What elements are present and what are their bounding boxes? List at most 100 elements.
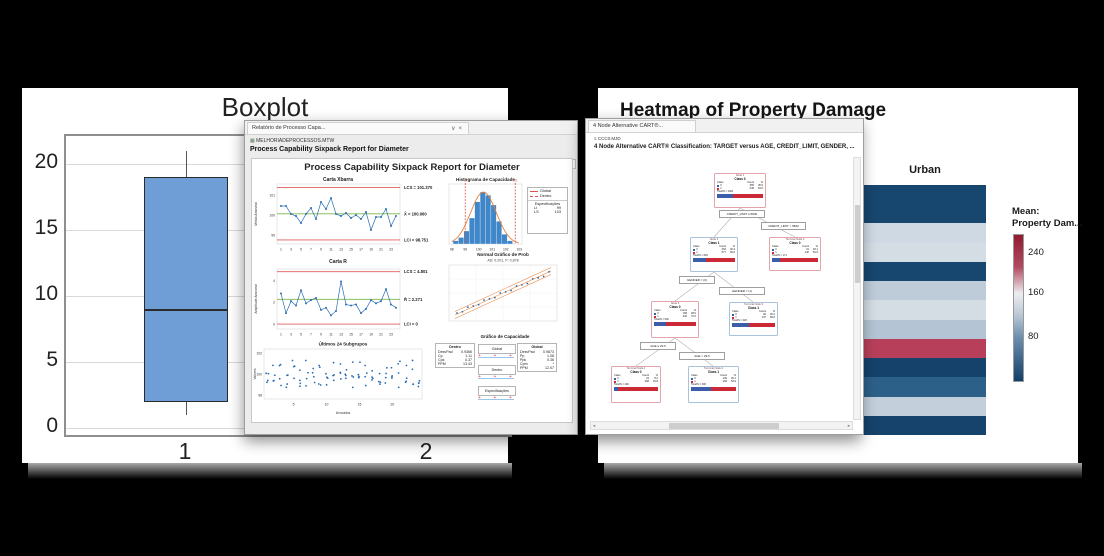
cart-worksheet-label: ≡ CCC0.MJD: [594, 136, 621, 141]
split-label: AGE ≤ 29.5: [640, 342, 676, 350]
node-class-row: 0 24 8.2: [614, 377, 658, 381]
sixpack-panel: Process Capability Sixpack Report for Di…: [251, 158, 573, 423]
svg-text:103: 103: [516, 248, 522, 252]
heatmap-colorbar: [1013, 234, 1024, 382]
minitab-tab-title: Relatório de Processo Capa...: [252, 125, 326, 131]
cart-worksheet-icon: ≡: [594, 136, 597, 141]
node-class-row: 1 577 69.6: [693, 251, 735, 255]
node-class-bar: [614, 387, 658, 391]
svg-text:13: 13: [339, 333, 343, 337]
svg-text:11: 11: [329, 333, 333, 337]
node-class-row: 0 252 30.4: [693, 248, 735, 252]
cart-tab[interactable]: 4 Node Alternative CART®...: [588, 120, 696, 132]
cart-tab-bar: 4 Node Alternative CART®...: [586, 119, 863, 133]
svg-text:17: 17: [359, 248, 363, 252]
svg-text:99: 99: [271, 233, 275, 237]
heatmap-cell: [864, 300, 986, 320]
horizontal-scrollbar-thumb[interactable]: [669, 422, 779, 429]
heatmap-column: [864, 185, 986, 436]
minitab-report-tab[interactable]: Relatório de Processo Capa... ∨×: [247, 122, 469, 134]
capability-plot-title: Gráfico de Capacidade: [480, 334, 530, 339]
spec-row: LS 103: [534, 210, 561, 214]
svg-text:5: 5: [300, 248, 302, 252]
close-icon[interactable]: ×: [458, 126, 465, 132]
svg-text:LCS = 101.370: LCS = 101.370: [404, 185, 433, 190]
collapse-icon[interactable]: ∨: [451, 126, 459, 132]
svg-text:4: 4: [273, 279, 275, 283]
node-total: Total/N = 292: [614, 382, 629, 386]
node-total: Total/N = 171: [772, 253, 787, 257]
heatmap-cell: [864, 415, 986, 436]
heatmap-cell: [864, 358, 986, 378]
split-label: CREDIT_LIMIT > 5840: [761, 222, 806, 230]
interval-marker: +: [509, 395, 512, 401]
stat-row: Cpk 0.37: [438, 358, 472, 362]
interval-marker: +: [509, 374, 512, 380]
svg-text:19: 19: [369, 248, 373, 252]
node-class-label: Class 0: [789, 240, 801, 245]
interval-marker: +: [478, 353, 481, 359]
heatmap-cell: [864, 223, 986, 243]
interval-marker: +: [478, 374, 481, 380]
node-class-row: 1 645 64.5: [717, 187, 763, 191]
node-class-row: 0 92 40.2: [732, 313, 775, 317]
minitab-tab-bar: Relatório de Processo Capa... ∨×: [245, 121, 577, 135]
stat-row: DesvPad 0.9873: [520, 350, 554, 354]
window-shadow: [28, 463, 512, 479]
global-stats-box: Global DesvPad 0.9873 Pp 1.08 Ppk 0.36 Cpm * PPM 1…: [517, 343, 557, 372]
stat-row: Pp 1.08: [520, 354, 554, 358]
svg-text:Normal Gráfico de Prob: Normal Gráfico de Prob: [477, 252, 529, 257]
node-total: Total/N = 1000: [717, 189, 734, 193]
node-class-row: 1 140 81.9: [772, 251, 818, 255]
svg-text:0: 0: [273, 322, 275, 326]
y-tick-label: 5: [46, 348, 58, 371]
svg-text:Valores: Valores: [253, 368, 257, 380]
node-class-bar: [732, 323, 775, 327]
tree-node: Terminal Node 3 Class 1 Class Count% 0 92 40.2…: [729, 302, 778, 336]
vertical-scrollbar[interactable]: [853, 157, 861, 420]
legend-dentro: Dentro: [528, 193, 567, 198]
colorbar-tick-80: 80: [1028, 331, 1039, 342]
vertical-scrollbar-thumb[interactable]: [854, 204, 860, 284]
svg-text:3: 3: [290, 248, 292, 252]
heatmap-title: Heatmap of Property Damage: [620, 100, 887, 121]
heatmap-cell: [864, 204, 986, 224]
svg-text:98: 98: [450, 248, 454, 252]
interval-header: Global: [478, 344, 516, 354]
svg-text:LCI = 0: LCI = 0: [404, 322, 419, 327]
boxplot-title: Boxplot: [221, 92, 309, 122]
tree-node: Terminal Node 2 Class 1 Class Count% 0 139 45.…: [688, 366, 739, 403]
node-class-row: 0 31 18.1: [772, 248, 818, 252]
svg-text:7: 7: [310, 333, 312, 337]
svg-text:R̄ = 2.271: R̄ = 2.271: [404, 297, 423, 302]
window-shadow: [604, 463, 1082, 479]
svg-text:100: 100: [269, 213, 275, 217]
heatmap-cell: [864, 242, 986, 262]
interval-marker: +: [493, 395, 497, 401]
svg-text:11: 11: [329, 248, 333, 252]
legend-global: Global: [528, 188, 567, 193]
class-color-square: [732, 316, 735, 320]
tree-node: Terminal Node 4 Class 0 Class Count% 0 31 18.1…: [769, 237, 821, 271]
svg-text:15: 15: [349, 333, 353, 337]
scroll-right-icon[interactable]: ►: [847, 423, 851, 428]
svg-text:5: 5: [293, 403, 295, 407]
svg-text:1: 1: [280, 333, 282, 337]
svg-text:23: 23: [389, 248, 393, 252]
class-color-square: [691, 380, 694, 384]
node-class-bar: [654, 322, 696, 326]
sixpack-panel-title: Process Capability Sixpack Report for Di…: [304, 162, 520, 173]
node-class-label: Class 0: [630, 369, 642, 374]
heatmap-cell: [864, 338, 986, 359]
svg-text:15: 15: [358, 403, 362, 407]
horizontal-scrollbar[interactable]: ◄ ►: [590, 421, 853, 430]
svg-text:23: 23: [389, 333, 393, 337]
scroll-left-icon[interactable]: ◄: [592, 423, 596, 428]
svg-text:Amostra: Amostra: [336, 411, 351, 415]
node-total: Total/N = 308: [691, 382, 706, 386]
svg-text:Histograma de Capacidade: Histograma de Capacidade: [456, 177, 515, 182]
node-col-headers: Class Count%: [614, 373, 658, 377]
